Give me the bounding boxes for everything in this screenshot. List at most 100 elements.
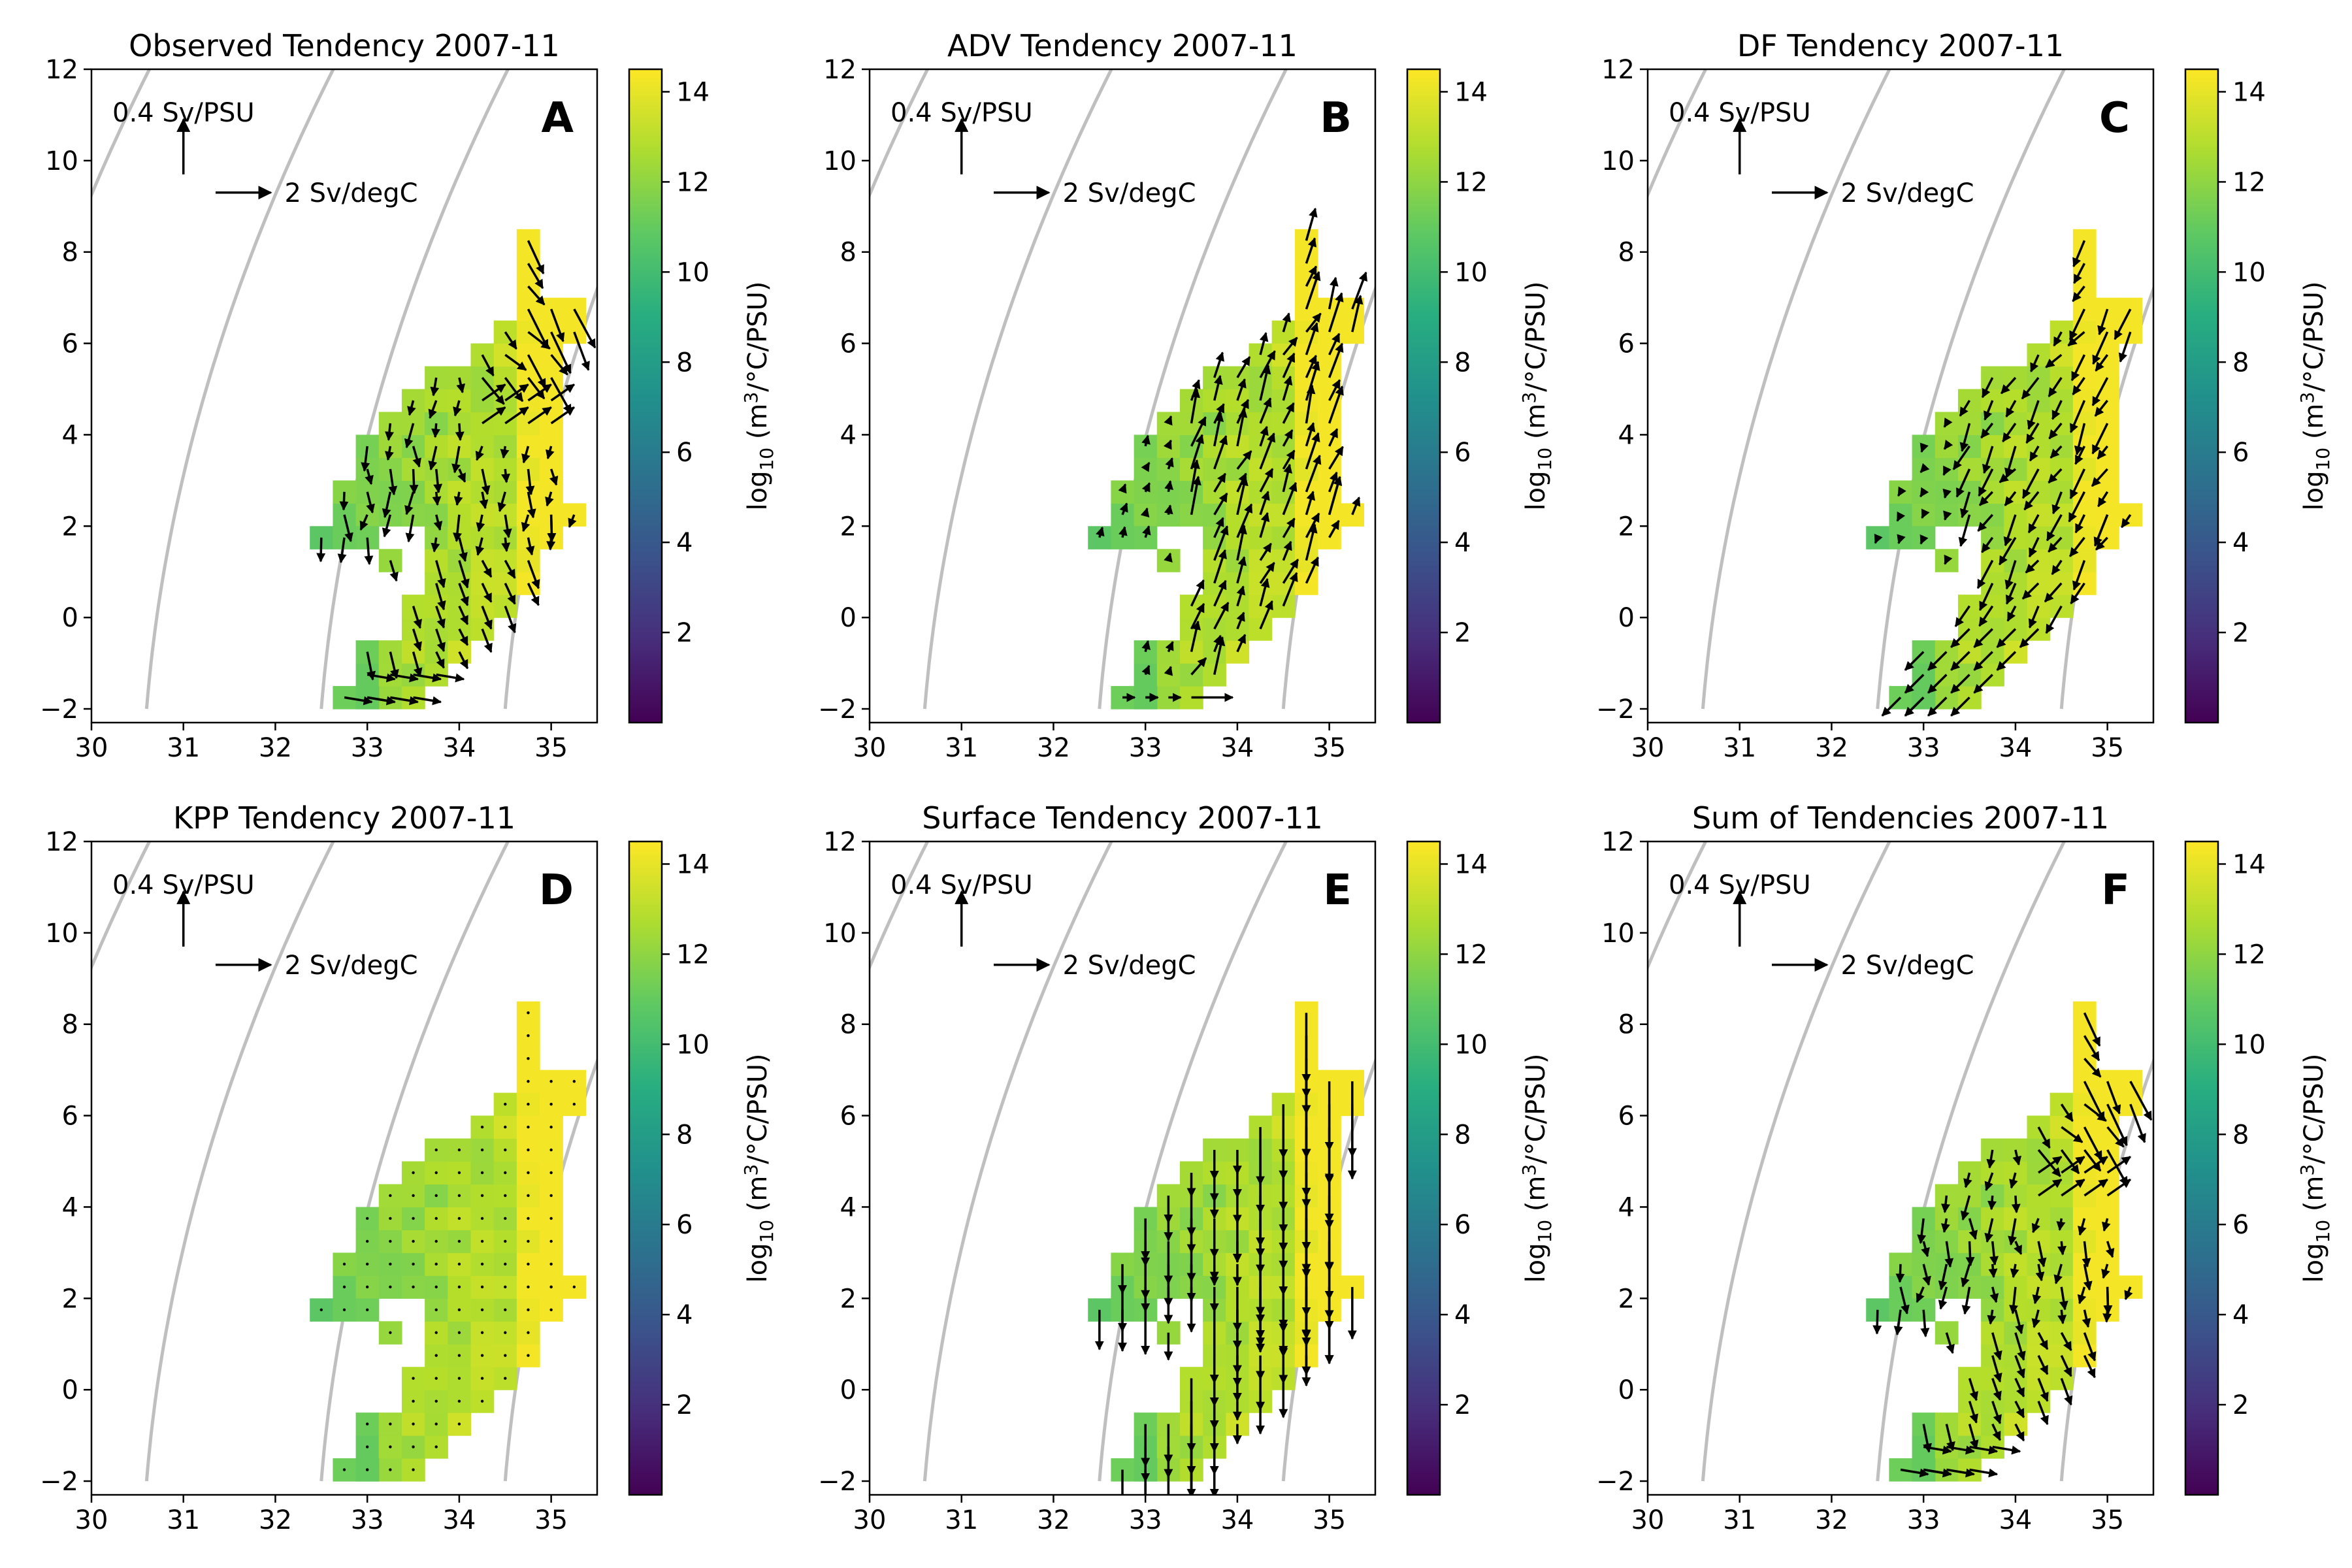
vector-arrow xyxy=(1236,476,1249,515)
vector-arrow xyxy=(504,1194,507,1198)
vector-arrow xyxy=(431,537,440,553)
colorbar-label-part: 10 xyxy=(756,1220,777,1243)
vector-arrow xyxy=(481,354,495,377)
heatmap xyxy=(310,229,587,710)
vector-arrow xyxy=(480,1354,484,1357)
vector-arrow xyxy=(475,446,484,461)
vector-arrow xyxy=(1282,449,1296,470)
y-tick-label: 8 xyxy=(1618,238,1635,268)
heatmap-cell xyxy=(1294,389,1318,413)
vector-arrow xyxy=(481,559,493,578)
vector-arrow xyxy=(1991,1332,2002,1361)
vector-arrow xyxy=(412,651,423,678)
vector-arrow xyxy=(1213,351,1225,378)
y-tick-label: 0 xyxy=(1618,1375,1635,1405)
vector-arrow xyxy=(412,606,422,629)
vector-arrow xyxy=(1236,378,1247,401)
vector-arrow xyxy=(1944,1241,1954,1268)
colorbar-label-part: /°C/PSU) xyxy=(743,1053,773,1164)
vector-arrow xyxy=(1973,628,1993,648)
vector-arrow xyxy=(343,514,353,542)
colorbar-tick-label: 6 xyxy=(1454,438,1471,468)
vector-arrow xyxy=(1984,1172,1994,1192)
vector-arrow xyxy=(2021,582,2040,600)
vector-arrow xyxy=(1942,465,1952,476)
vector-arrow xyxy=(433,468,443,494)
heatmap xyxy=(1866,229,2143,710)
vector-arrow xyxy=(1190,657,1207,676)
heatmap-cell xyxy=(1294,480,1318,504)
vector-arrow xyxy=(457,1285,461,1289)
reference-label-temp: 2 Sv/degC xyxy=(1841,951,1974,981)
vector-arrow xyxy=(1950,696,1970,717)
vector-arrow xyxy=(1282,375,1293,401)
vector-arrow xyxy=(2069,468,2086,500)
panel-c: DF Tendency 2007-11 0.4 Sv/PSU 2 Sv/degC C 3… xyxy=(1596,28,2334,763)
heatmap-cell xyxy=(1226,480,1250,504)
heatmap xyxy=(310,1001,587,1482)
vector-arrow xyxy=(2010,1264,2019,1279)
colorbar-tick-label: 8 xyxy=(676,348,693,378)
vector-arrow xyxy=(2019,628,2040,648)
vector-arrow xyxy=(501,468,510,483)
vector-arrow xyxy=(1282,559,1299,584)
x-tick-label: 34 xyxy=(1220,733,1254,763)
vector-arrow xyxy=(573,308,596,349)
y-tick-label: 10 xyxy=(1601,919,1635,949)
colorbar-tick-label: 6 xyxy=(2232,438,2249,468)
panel-title: DF Tendency 2007-11 xyxy=(1737,28,2064,63)
heatmap-cell xyxy=(1294,297,1318,321)
vector-arrow xyxy=(1142,525,1151,538)
vector-arrow xyxy=(480,1125,484,1129)
vector-arrow xyxy=(2091,377,2109,406)
vector-arrow xyxy=(404,423,415,449)
vector-arrow xyxy=(2070,354,2086,382)
vector-arrow xyxy=(458,628,469,646)
vector-arrow xyxy=(2074,514,2086,534)
vector-arrow xyxy=(480,1308,484,1311)
vector-arrow xyxy=(1899,1286,1910,1315)
vector-arrow xyxy=(1919,487,1929,498)
vector-arrow xyxy=(1978,491,1993,506)
vector-arrow xyxy=(407,400,416,416)
vector-arrow xyxy=(1305,384,1316,424)
y-tick-label: 4 xyxy=(1618,1192,1635,1222)
vector-arrow xyxy=(385,446,394,461)
panel-letter: F xyxy=(2101,866,2130,915)
heatmap-cell xyxy=(1179,640,1203,664)
vector-arrow xyxy=(1978,582,1994,612)
colorbar-tick-label: 12 xyxy=(2232,167,2266,197)
vector-arrow xyxy=(1895,1264,1905,1283)
vector-arrow xyxy=(1305,355,1317,378)
x-tick-label: 35 xyxy=(534,733,568,763)
density-contours xyxy=(1648,69,2153,710)
vector-arrow xyxy=(500,446,510,459)
vector-arrow xyxy=(1981,536,1994,553)
vector-arrow xyxy=(527,240,545,274)
density-contour-line xyxy=(870,69,930,199)
heatmap-cell xyxy=(1271,343,1296,367)
colorbar-tick-label: 6 xyxy=(2232,1210,2249,1240)
heatmap-cell xyxy=(1111,480,1135,504)
vector-arrow xyxy=(2002,422,2017,443)
panel-f: Sum of Tendencies 2007-11 0.4 Sv/PSU 2 Sv/… xyxy=(1596,800,2334,1535)
vector-arrow xyxy=(527,1079,530,1083)
density-contour-line xyxy=(144,69,335,710)
vector-arrow xyxy=(527,1194,530,1198)
vector-arrow xyxy=(573,331,590,371)
colorbar-label-part: (m xyxy=(2299,404,2329,448)
colorbar-label-part: log xyxy=(743,471,773,511)
vector-arrow xyxy=(527,1331,530,1334)
vector-arrow xyxy=(457,1377,461,1380)
vector-arrow xyxy=(2014,1332,2026,1361)
vector-arrow xyxy=(1190,434,1204,470)
vector-arrow xyxy=(434,1194,438,1198)
vector-arrow xyxy=(1259,397,1272,424)
heatmap-cell xyxy=(1226,366,1250,390)
vector-arrow xyxy=(2105,1241,2115,1258)
colorbar-label: log10 (m3/°C/PSU) xyxy=(740,281,777,510)
reference-label-temp: 2 Sv/degC xyxy=(285,951,418,981)
vector-arrow xyxy=(1961,1264,1971,1288)
vector-arrow xyxy=(412,1262,415,1266)
vector-arrow xyxy=(1965,1241,1975,1267)
